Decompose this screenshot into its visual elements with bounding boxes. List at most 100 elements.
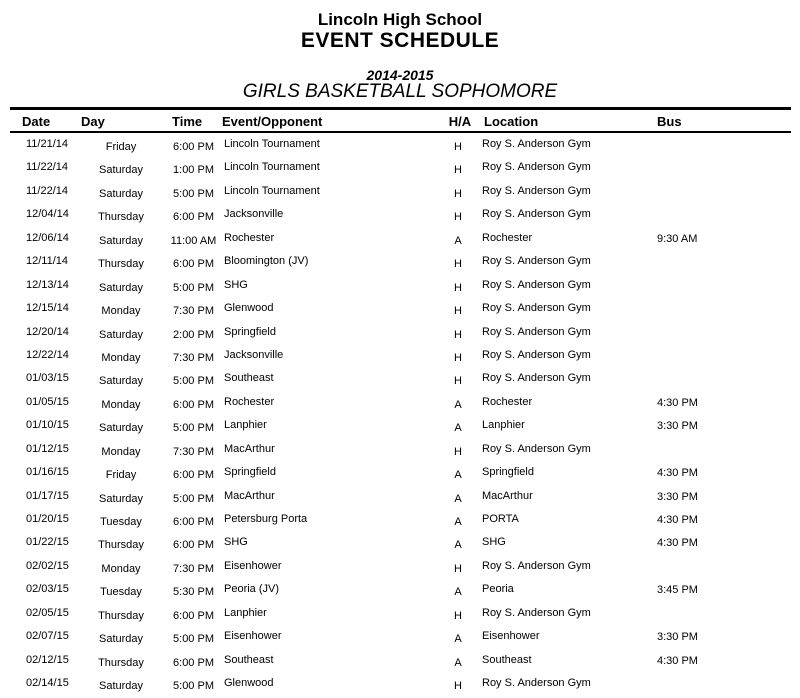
cell-day: Saturday [98, 328, 144, 341]
season-label: 2014-2015 [366, 67, 434, 83]
cell-day: Thursday [98, 609, 144, 622]
cell-ha: H [454, 211, 462, 224]
table-row: 02/12/15 Thursday 6:00 PM Southeast A Southea… [0, 653, 800, 676]
cell-time: 7:30 PM [173, 445, 214, 458]
cell-bus: 4:30 PM [657, 396, 698, 409]
cell-time: 6:00 PM [173, 656, 214, 669]
cell-event: Springfield [224, 325, 276, 338]
cell-location: Peoria [482, 583, 514, 596]
table-row: 02/03/15 Tuesday 5:30 PM Peoria (JV) A Peoria… [0, 582, 800, 605]
schedule-table-body: 11/21/14 Friday 6:00 PM Lincoln Tournament H… [0, 137, 800, 698]
cell-day: Friday [105, 141, 137, 153]
cell-location: Roy S. Anderson Gym [482, 255, 591, 268]
cell-event: Lanphier [224, 419, 267, 432]
cell-date: 12/20/14 [26, 325, 69, 338]
table-row: 12/20/14 Saturday 2:00 PM Springfield H Roy S… [0, 325, 800, 348]
cell-ha: A [454, 422, 462, 435]
document-title: EVENT SCHEDULE [300, 29, 500, 52]
cell-date: 12/15/14 [26, 302, 69, 315]
table-row: 02/14/15 Saturday 5:00 PM Glenwood H Roy S. A… [0, 676, 800, 698]
table-row: 02/07/15 Saturday 5:00 PM Eisenhower A Eisenh… [0, 629, 800, 652]
cell-ha: H [454, 445, 462, 458]
cell-date: 01/10/15 [26, 419, 69, 432]
cell-location: Roy S. Anderson Gym [482, 161, 591, 174]
cell-day: Monday [101, 445, 141, 458]
cell-time: 6:00 PM [173, 211, 214, 224]
cell-day: Monday [101, 305, 141, 318]
cell-location: Roy S. Anderson Gym [482, 348, 591, 361]
cell-ha: H [454, 609, 462, 622]
team-label: GIRLS BASKETBALL SOPHOMORE [242, 81, 558, 102]
cell-date: 02/05/15 [26, 606, 69, 619]
cell-location: Southeast [482, 653, 532, 666]
table-row: 12/04/14 Thursday 6:00 PM Jacksonville H Roy … [0, 207, 800, 230]
cell-day: Friday [105, 469, 137, 482]
cell-location: Roy S. Anderson Gym [482, 372, 591, 385]
cell-ha: H [454, 351, 462, 364]
table-row: 12/06/14 Saturday 11:00 AM Rochester A Roches… [0, 231, 800, 254]
cell-event: Lanphier [224, 606, 267, 619]
cell-day: Monday [101, 398, 141, 411]
cell-day: Thursday [98, 258, 144, 271]
cell-ha: A [454, 633, 462, 646]
cell-location: Roy S. Anderson Gym [482, 138, 591, 150]
cell-date: 02/14/15 [26, 677, 69, 690]
cell-event: Jacksonville [224, 208, 284, 221]
cell-time: 7:30 PM [173, 562, 214, 575]
cell-date: 12/04/14 [26, 208, 69, 221]
cell-event: Southeast [224, 653, 274, 666]
cell-time: 5:00 PM [173, 187, 214, 200]
cell-bus: 3:30 PM [657, 420, 698, 433]
cell-location: Rochester [482, 231, 533, 244]
table-row: 01/22/15 Thursday 6:00 PM SHG A SHG 4:30 PM [0, 535, 800, 558]
cell-location: Lanphier [482, 419, 525, 432]
cell-time: 6:00 PM [173, 258, 214, 271]
cell-ha: H [454, 258, 462, 271]
cell-time: 7:30 PM [173, 351, 214, 364]
cell-event: SHG [224, 278, 248, 291]
cell-ha: H [454, 328, 462, 341]
cell-ha: H [454, 562, 462, 575]
cell-bus: 3:30 PM [657, 490, 698, 503]
cell-date: 11/21/14 [26, 138, 69, 150]
cell-event: Springfield [224, 466, 276, 479]
table-row: 11/21/14 Friday 6:00 PM Lincoln Tournament H… [0, 137, 800, 160]
cell-location: PORTA [482, 513, 519, 525]
cell-event: Southeast [224, 372, 274, 385]
column-header-day: Day [81, 114, 105, 129]
table-row: 12/13/14 Saturday 5:00 PM SHG H Roy S. Anders… [0, 278, 800, 301]
cell-ha: H [454, 375, 462, 388]
cell-time: 11:00 AM [170, 234, 217, 247]
table-row: 01/16/15 Friday 6:00 PM Springfield A Springf… [0, 465, 800, 488]
cell-ha: A [454, 656, 462, 669]
cell-location: Springfield [482, 466, 534, 479]
cell-time: 5:00 PM [173, 633, 214, 646]
cell-bus: 3:30 PM [657, 631, 698, 644]
cell-ha: A [454, 586, 462, 599]
cell-location: Roy S. Anderson Gym [482, 677, 591, 690]
cell-ha: A [454, 234, 462, 247]
cell-event: Lincoln Tournament [224, 138, 320, 150]
cell-location: SHG [482, 536, 506, 549]
table-row: 02/05/15 Thursday 6:00 PM Lanphier H Roy S. A… [0, 606, 800, 629]
cell-event: Rochester [224, 395, 275, 408]
cell-date: 12/11/14 [26, 255, 69, 268]
cell-event: Petersburg Porta [224, 513, 308, 525]
cell-location: Roy S. Anderson Gym [482, 606, 591, 619]
cell-event: Jacksonville [224, 348, 284, 361]
cell-event: MacArthur [224, 489, 275, 502]
cell-date: 12/06/14 [26, 231, 69, 244]
cell-date: 01/20/15 [26, 513, 69, 525]
cell-bus: 4:30 PM [657, 537, 698, 550]
cell-time: 5:00 PM [173, 422, 214, 435]
cell-time: 6:00 PM [173, 398, 214, 411]
cell-ha: A [454, 539, 462, 552]
column-header-location: Location [484, 114, 539, 129]
cell-location: Roy S. Anderson Gym [482, 442, 591, 455]
cell-date: 01/12/15 [26, 442, 69, 455]
cell-bus: 3:45 PM [657, 584, 698, 597]
cell-day: Saturday [98, 680, 144, 693]
cell-time: 5:00 PM [173, 281, 214, 294]
cell-time: 6:00 PM [173, 609, 214, 622]
